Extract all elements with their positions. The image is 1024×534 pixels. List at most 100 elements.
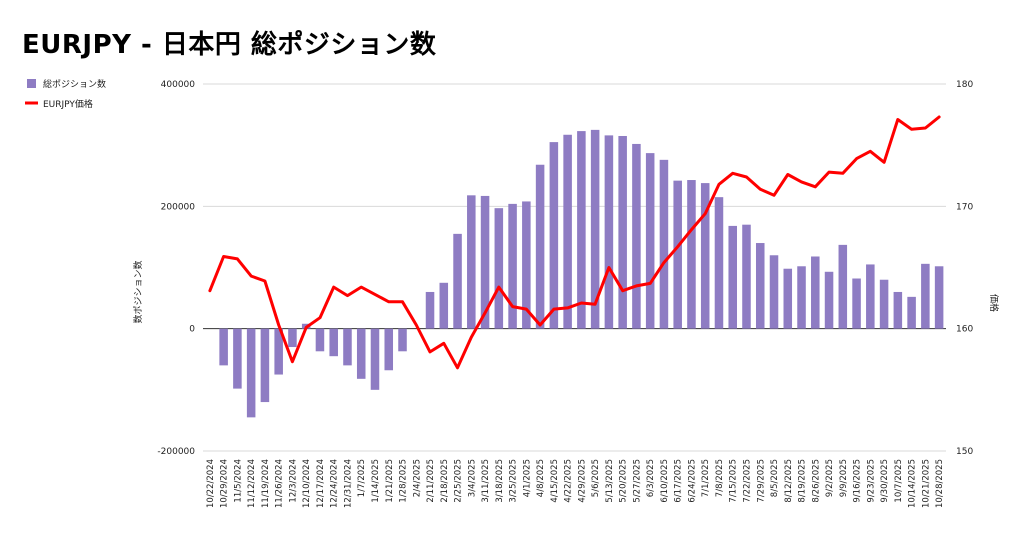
x-tick-label: 9/30/2025 — [880, 459, 890, 503]
bar — [356, 328, 366, 379]
x-tick-label: 11/12/2024 — [247, 459, 257, 508]
legend-swatch-bars — [27, 79, 36, 88]
left-axis-ticks: 400000 200000 0 -200000 — [157, 80, 195, 457]
price-line — [208, 115, 941, 370]
bar — [921, 263, 930, 329]
left-tick-label: 0 — [189, 325, 195, 335]
bar — [632, 143, 641, 329]
x-tick-label: 2/11/2025 — [426, 459, 436, 503]
bar — [370, 328, 380, 390]
x-tick-label: 10/7/2025 — [894, 459, 904, 503]
left-tick-label: -200000 — [157, 447, 195, 457]
bar — [233, 328, 242, 389]
x-tick-label: 2/25/2025 — [454, 459, 464, 503]
left-axis-title: 数ポジション数 — [132, 260, 144, 323]
right-tick-label: 170 — [956, 202, 973, 212]
legend: 総ポジション数 EURJPY価格 — [25, 78, 106, 110]
x-tick-label: 8/26/2025 — [811, 459, 821, 503]
x-tick-label: 9/2/2025 — [825, 459, 835, 497]
bar — [577, 131, 586, 329]
bar — [879, 279, 889, 329]
bar — [673, 180, 682, 329]
chart-title: EURJPY - 日本円 総ポジション数 — [22, 30, 437, 60]
line-series — [208, 115, 941, 370]
x-tick-label: 12/3/2024 — [288, 459, 298, 503]
x-tick-label: 4/1/2025 — [522, 459, 532, 497]
x-tick-label: 4/15/2025 — [550, 459, 560, 503]
x-tick-label: 10/29/2024 — [220, 459, 230, 508]
x-tick-label: 8/19/2025 — [798, 459, 808, 503]
x-tick-label: 7/8/2025 — [715, 459, 725, 497]
bar — [453, 233, 462, 329]
x-tick-label: 3/4/2025 — [467, 459, 477, 497]
x-tick-label: 9/16/2025 — [853, 459, 863, 503]
bar — [769, 255, 779, 329]
right-tick-label: 180 — [956, 80, 973, 90]
x-tick-label: 3/25/2025 — [509, 459, 519, 503]
bar — [824, 271, 834, 329]
x-tick-label: 12/24/2024 — [330, 459, 340, 508]
x-tick-label: 12/17/2024 — [316, 459, 326, 508]
right-axis-ticks: 180 170 160 150 — [956, 80, 973, 457]
x-tick-label: 3/11/2025 — [481, 459, 491, 503]
x-tick-label: 12/31/2024 — [343, 459, 353, 508]
bar — [480, 195, 490, 329]
bar — [687, 180, 696, 329]
bar — [604, 135, 614, 329]
bar — [343, 328, 352, 366]
bar — [714, 197, 724, 329]
x-tick-label: 9/9/2025 — [839, 459, 849, 497]
right-axis-title: 価格 — [988, 294, 1000, 312]
x-tick-label: 10/21/2025 — [921, 459, 931, 508]
x-tick-label: 8/5/2025 — [770, 459, 780, 497]
x-tick-label: 3/18/2025 — [495, 459, 505, 503]
legend-label-line: EURJPY価格 — [43, 98, 93, 110]
bar — [219, 328, 228, 366]
x-tick-label: 7/22/2025 — [742, 459, 752, 503]
x-tick-label: 11/26/2024 — [275, 459, 285, 508]
bar-series — [219, 129, 944, 418]
bar — [618, 135, 627, 329]
x-axis-ticks: 10/22/2024 10/29/2024 11/5/2024 11/12/2024 1… — [206, 459, 945, 508]
x-tick-label: 10/28/2025 — [935, 459, 945, 508]
bar — [659, 159, 669, 329]
bar — [838, 244, 848, 329]
x-tick-label: 6/3/2025 — [646, 459, 656, 497]
bar — [797, 266, 806, 329]
bar — [728, 225, 737, 329]
bar — [494, 208, 504, 329]
x-tick-label: 4/29/2025 — [577, 459, 587, 503]
bar — [907, 296, 916, 329]
x-tick-label: 7/29/2025 — [756, 459, 766, 503]
x-tick-label: 8/12/2025 — [784, 459, 794, 503]
bar — [590, 129, 600, 329]
x-tick-label: 5/27/2025 — [632, 459, 642, 503]
bar — [246, 328, 256, 418]
x-tick-label: 7/1/2025 — [701, 459, 711, 497]
x-tick-label: 11/19/2024 — [261, 459, 271, 508]
x-tick-label: 6/17/2025 — [674, 459, 684, 503]
bar — [467, 195, 476, 329]
x-tick-label: 2/18/2025 — [440, 459, 450, 503]
bar — [425, 291, 435, 329]
x-tick-label: 1/7/2025 — [357, 459, 367, 497]
x-tick-label: 4/22/2025 — [564, 459, 574, 503]
bar — [274, 328, 283, 375]
x-tick-label: 10/22/2024 — [206, 459, 216, 508]
bar — [783, 268, 793, 329]
bar — [852, 278, 861, 329]
bar — [398, 328, 407, 352]
legend-label-bars: 総ポジション数 — [43, 78, 106, 90]
bar — [549, 142, 559, 329]
x-tick-label: 1/14/2025 — [371, 459, 381, 503]
x-tick-label: 6/10/2025 — [660, 459, 670, 503]
x-tick-label: 4/8/2025 — [536, 459, 546, 497]
x-tick-label: 1/28/2025 — [399, 459, 409, 503]
gridlines — [203, 83, 946, 452]
bar — [755, 243, 765, 329]
x-tick-label: 2/4/2025 — [412, 459, 422, 497]
right-tick-label: 150 — [956, 447, 973, 457]
x-tick-label: 11/5/2024 — [233, 459, 243, 503]
bar — [563, 134, 572, 329]
right-tick-label: 160 — [956, 325, 973, 335]
